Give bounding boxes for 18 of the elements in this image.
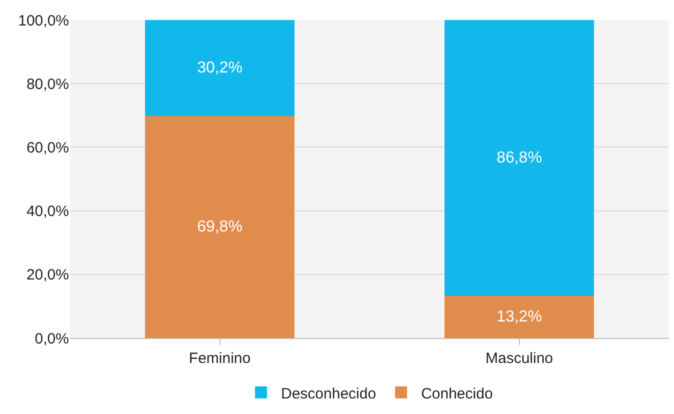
- bar: [144, 116, 295, 338]
- bar: [444, 296, 594, 338]
- y-tick-label: 100,0%: [18, 12, 69, 30]
- y-tick-label: 40,0%: [26, 203, 69, 220]
- bar: [444, 20, 594, 296]
- data-label: 30,2%: [197, 60, 242, 77]
- bar: [144, 20, 295, 116]
- y-tick-label: 60,0%: [26, 139, 69, 156]
- x-tick-label: Masculino: [485, 350, 554, 367]
- data-label: 86,8%: [496, 150, 542, 167]
- y-tick-label: 80,0%: [26, 76, 69, 93]
- legend-label: Desconhecido: [281, 385, 376, 402]
- y-tick-label: 0,0%: [34, 330, 69, 348]
- data-label: 69,8%: [197, 218, 242, 236]
- y-tick-label: 20,0%: [26, 266, 69, 284]
- data-label: 13,2%: [496, 308, 542, 326]
- legend-label: Conhecido: [421, 385, 493, 402]
- x-tick-label: Feminino: [188, 350, 251, 367]
